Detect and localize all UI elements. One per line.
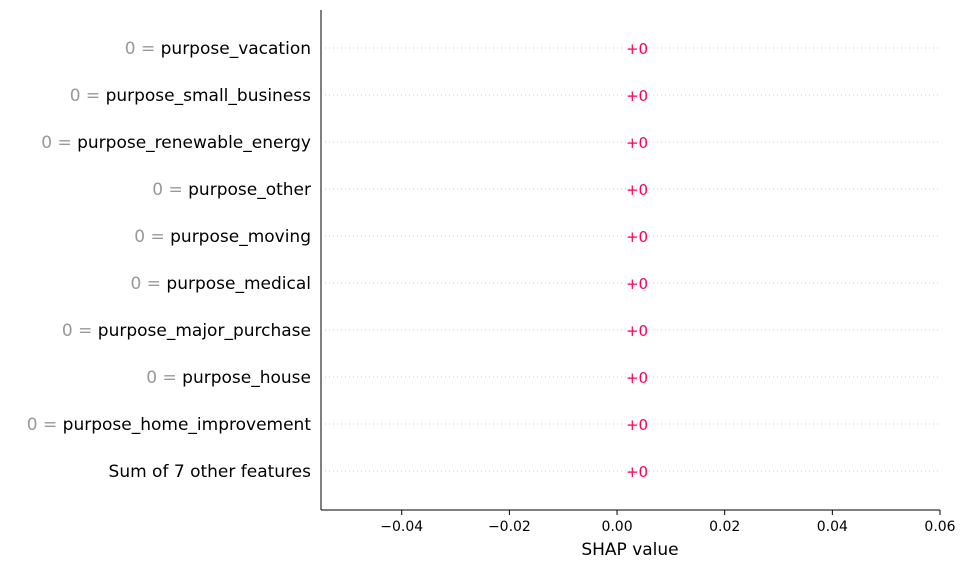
feature-name: purpose_vacation <box>161 39 311 59</box>
feature-value: 0 = <box>146 368 182 388</box>
feature-name: purpose_medical <box>166 274 311 294</box>
feature-label: 0 = purpose_vacation <box>125 39 311 59</box>
feature-label: 0 = purpose_renewable_energy <box>41 133 311 153</box>
x-tick-label: 0.04 <box>817 519 848 535</box>
feature-value: 0 = <box>125 39 161 59</box>
shap-value-label: +0 <box>626 463 648 481</box>
feature-label: Sum of 7 other features <box>109 462 312 482</box>
shap-value-label: +0 <box>626 87 648 105</box>
shap-value-label: +0 <box>626 40 648 58</box>
feature-value: 0 = <box>134 227 170 247</box>
feature-name: purpose_house <box>182 368 311 388</box>
feature-name: Sum of 7 other features <box>109 462 312 482</box>
feature-label: 0 = purpose_medical <box>131 274 311 294</box>
feature-name: purpose_small_business <box>106 86 312 106</box>
feature-name: purpose_moving <box>170 227 311 247</box>
feature-value: 0 = <box>70 86 106 106</box>
grid-lines <box>325 47 940 472</box>
feature-label: 0 = purpose_house <box>146 368 311 388</box>
shap-value-label: +0 <box>626 181 648 199</box>
feature-name: purpose_other <box>188 180 311 200</box>
x-tick-label: 0.02 <box>709 519 740 535</box>
feature-label: 0 = purpose_moving <box>134 227 311 247</box>
feature-value: 0 = <box>62 321 98 341</box>
x-axis-ticks: −0.04 −0.02 0.00 0.02 0.04 0.06 <box>380 510 956 535</box>
shap-value-label: +0 <box>626 134 648 152</box>
x-tick-label: −0.04 <box>380 519 423 535</box>
feature-name: purpose_home_improvement <box>63 415 312 435</box>
feature-value: 0 = <box>41 133 77 153</box>
shap-value-label: +0 <box>626 322 648 340</box>
feature-label: 0 = purpose_small_business <box>70 86 311 106</box>
feature-name: purpose_renewable_energy <box>77 133 311 153</box>
feature-label: 0 = purpose_home_improvement <box>27 415 312 435</box>
shap-value-label: +0 <box>626 275 648 293</box>
x-tick-label: −0.02 <box>488 519 531 535</box>
x-tick-label: 0.06 <box>924 519 955 535</box>
x-tick-label: 0.00 <box>601 519 632 535</box>
feature-label: 0 = purpose_major_purchase <box>62 321 311 341</box>
x-axis-title: SHAP value <box>581 540 678 560</box>
shap-value-label: +0 <box>626 369 648 387</box>
feature-value: 0 = <box>27 415 63 435</box>
feature-value: 0 = <box>131 274 167 294</box>
feature-label: 0 = purpose_other <box>152 180 311 200</box>
feature-name: purpose_major_purchase <box>98 321 311 341</box>
feature-value: 0 = <box>152 180 188 200</box>
value-labels: +0 +0 +0 +0 +0 +0 +0 +0 +0 +0 <box>626 40 648 481</box>
shap-value-label: +0 <box>626 416 648 434</box>
shap-value-label: +0 <box>626 228 648 246</box>
